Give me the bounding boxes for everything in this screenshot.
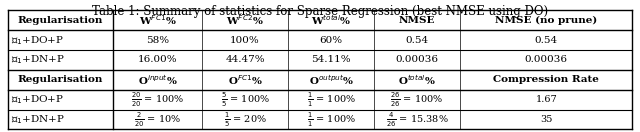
Text: 0.54: 0.54 <box>534 36 558 45</box>
Text: Regularisation: Regularisation <box>18 16 103 25</box>
Text: NMSE: NMSE <box>399 16 435 25</box>
Text: O$^{input}$%: O$^{input}$% <box>138 73 177 87</box>
Text: 44.47%: 44.47% <box>225 55 265 64</box>
Text: ℓ$_1$+DN+P: ℓ$_1$+DN+P <box>11 54 65 66</box>
Text: ℓ$_1$+DO+P: ℓ$_1$+DO+P <box>11 93 64 106</box>
Text: $\frac{1}{5}$ = 20%: $\frac{1}{5}$ = 20% <box>223 110 267 129</box>
Text: NMSE (no prune): NMSE (no prune) <box>495 16 597 25</box>
Text: ℓ$_1$+DO+P: ℓ$_1$+DO+P <box>11 34 64 46</box>
Text: 1.67: 1.67 <box>535 95 557 104</box>
Text: 35: 35 <box>540 115 552 124</box>
Text: $\frac{4}{26}$ = 15.38%: $\frac{4}{26}$ = 15.38% <box>386 110 449 129</box>
Text: ℓ$_1$+DN+P: ℓ$_1$+DN+P <box>11 113 65 126</box>
Text: Regularisation: Regularisation <box>18 75 103 84</box>
Text: 54.11%: 54.11% <box>311 55 351 64</box>
Text: 60%: 60% <box>319 36 342 45</box>
Text: $\frac{26}{26}$ = 100%: $\frac{26}{26}$ = 100% <box>390 91 444 109</box>
Text: 0.54: 0.54 <box>406 36 429 45</box>
Text: Table 1: Summary of statistics for Sparse Regression (best NMSE using DO): Table 1: Summary of statistics for Spars… <box>92 5 548 18</box>
Text: Compression Rate: Compression Rate <box>493 75 599 84</box>
Text: $\frac{5}{5}$ = 100%: $\frac{5}{5}$ = 100% <box>221 91 269 109</box>
Text: $\frac{20}{20}$ = 100%: $\frac{20}{20}$ = 100% <box>131 91 184 109</box>
Text: O$^{FC1}$%: O$^{FC1}$% <box>228 73 262 87</box>
Text: 16.00%: 16.00% <box>138 55 177 64</box>
Text: 0.00036: 0.00036 <box>525 55 568 64</box>
Text: O$^{output}$%: O$^{output}$% <box>308 73 354 87</box>
Text: 58%: 58% <box>146 36 169 45</box>
Text: 0.00036: 0.00036 <box>396 55 438 64</box>
Text: W$^{FC2}$%: W$^{FC2}$% <box>227 13 264 27</box>
Text: 100%: 100% <box>230 36 260 45</box>
Text: W$^{FC1}$%: W$^{FC1}$% <box>139 13 177 27</box>
Text: $\frac{2}{20}$ = 10%: $\frac{2}{20}$ = 10% <box>134 110 181 129</box>
Text: $\frac{1}{1}$ = 100%: $\frac{1}{1}$ = 100% <box>307 110 356 129</box>
Text: O$^{total}$%: O$^{total}$% <box>398 73 436 87</box>
Text: $\frac{1}{1}$ = 100%: $\frac{1}{1}$ = 100% <box>307 91 356 109</box>
Text: W$^{total}$%: W$^{total}$% <box>311 13 351 27</box>
